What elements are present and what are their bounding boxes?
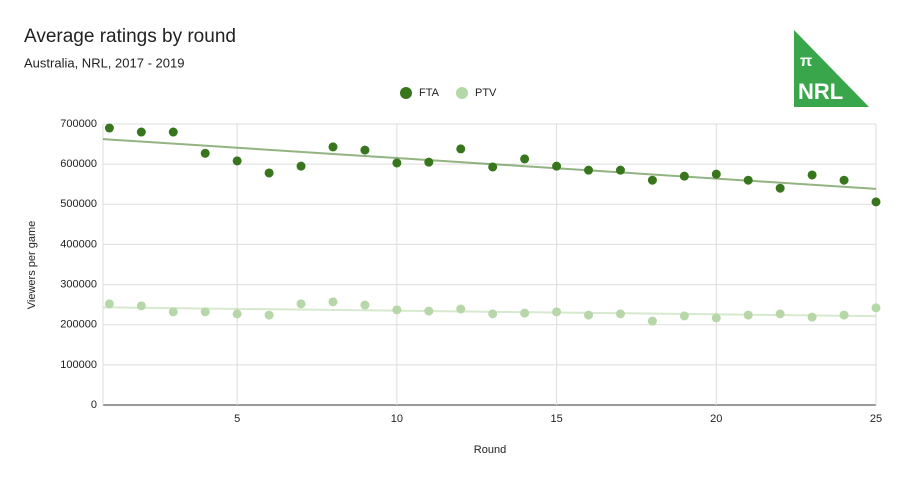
y-axis-label: Viewers per game [26, 221, 38, 309]
point [615, 309, 625, 319]
point [200, 148, 210, 158]
point [775, 309, 785, 319]
point [168, 307, 178, 317]
point [392, 305, 402, 315]
logo-text: NRL [798, 79, 843, 104]
legend-label: FTA [419, 87, 440, 99]
point [104, 299, 114, 309]
point [584, 310, 594, 320]
x-axis-label: Round [474, 444, 506, 456]
point [296, 161, 306, 171]
point [711, 313, 721, 323]
point [328, 297, 338, 307]
point [168, 127, 178, 137]
point [775, 183, 785, 193]
point [136, 301, 146, 311]
point [871, 197, 881, 207]
x-tick-label: 25 [870, 413, 882, 425]
y-tick-label: 700000 [60, 118, 97, 130]
point [711, 169, 721, 179]
point [392, 158, 402, 168]
point [679, 171, 689, 181]
y-tick-label: 400000 [60, 238, 97, 250]
point [647, 175, 657, 185]
point [615, 165, 625, 175]
point [104, 123, 114, 133]
point [584, 165, 594, 175]
logo-symbol: π [800, 53, 812, 70]
point [520, 154, 530, 164]
point [264, 310, 274, 320]
point [839, 310, 849, 320]
point [136, 127, 146, 137]
y-tick-label: 500000 [60, 198, 97, 210]
point [679, 311, 689, 321]
x-tick-label: 20 [710, 413, 722, 425]
y-tick-label: 200000 [60, 319, 97, 331]
point [424, 157, 434, 167]
x-tick-label: 15 [550, 413, 562, 425]
point [552, 307, 562, 317]
point [232, 156, 242, 166]
point [488, 162, 498, 172]
point [360, 145, 370, 155]
point [456, 144, 466, 154]
legend-label: PTV [475, 87, 497, 99]
y-tick-label: 100000 [60, 359, 97, 371]
y-tick-label: 300000 [60, 278, 97, 290]
point [232, 309, 242, 319]
y-tick-label: 0 [91, 399, 97, 411]
chart-title: Average ratings by round [24, 26, 236, 47]
chart-subtitle: Australia, NRL, 2017 - 2019 [24, 55, 184, 70]
x-tick-label: 5 [234, 413, 240, 425]
point [807, 170, 817, 180]
point [264, 168, 274, 178]
y-tick-label: 600000 [60, 158, 97, 170]
point [424, 306, 434, 316]
point [743, 175, 753, 185]
point [296, 299, 306, 309]
point [520, 308, 530, 318]
point [488, 309, 498, 319]
legend-marker [456, 87, 468, 99]
x-tick-label: 10 [391, 413, 403, 425]
point [328, 142, 338, 152]
point [839, 175, 849, 185]
logo: π NRL [794, 30, 869, 107]
point [647, 316, 657, 326]
point [552, 161, 562, 171]
legend-marker [400, 87, 412, 99]
point [807, 312, 817, 322]
point [360, 300, 370, 310]
point [200, 307, 210, 317]
point [456, 304, 466, 314]
point [743, 310, 753, 320]
logo-shape [794, 30, 869, 107]
point [871, 303, 881, 313]
